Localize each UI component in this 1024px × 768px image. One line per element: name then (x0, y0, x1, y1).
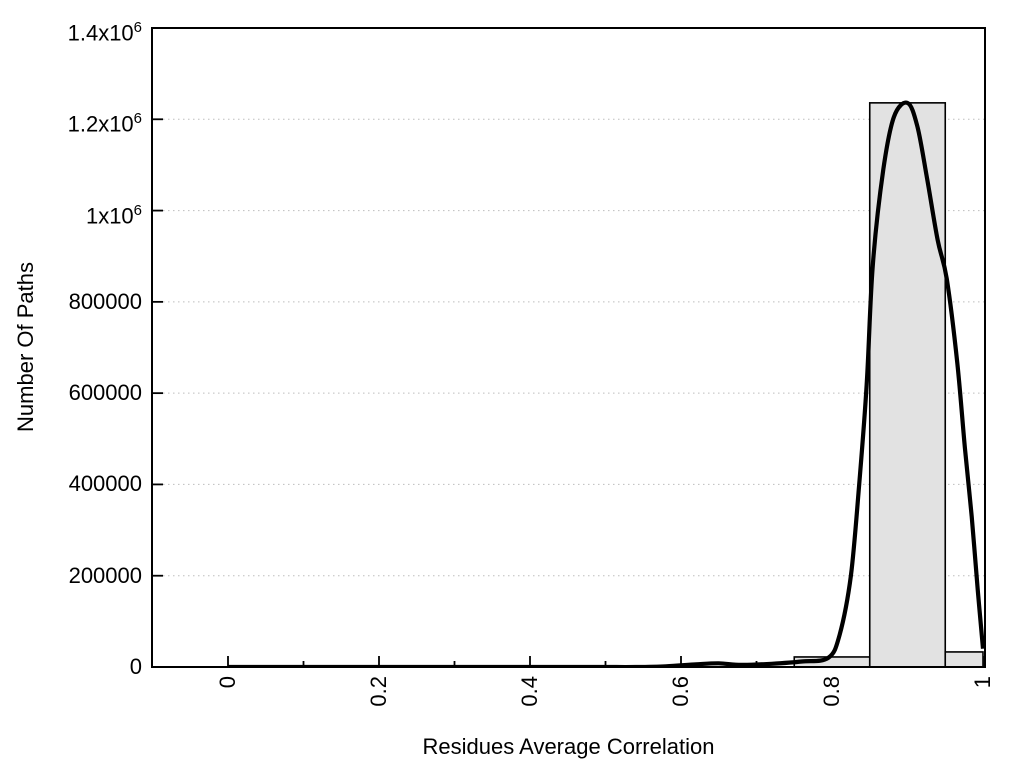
y-tick-label: 800000 (68, 288, 142, 314)
exponent: 6 (133, 201, 142, 219)
x-tick-label: 0.4 (517, 676, 542, 707)
x-axis-title: Residues Average Correlation (422, 734, 715, 759)
histogram-bar (868, 102, 947, 667)
y-tick-label: 200000 (68, 562, 142, 588)
y-tick-label: 0 (129, 654, 142, 679)
exponent: 6 (133, 110, 142, 128)
histogram-bar (944, 651, 984, 667)
y-tick-label: 1.4x106 (67, 19, 142, 46)
x-tick-label: 0.6 (668, 676, 693, 707)
y-tick-label: 400000 (68, 471, 142, 497)
exponent: 6 (133, 19, 142, 36)
x-tick-label: 1 (970, 676, 995, 689)
y-axis-title: Number Of Paths (13, 262, 38, 432)
y-tick-label: 600000 (68, 380, 142, 406)
y-tick-label: 1.2x106 (67, 110, 142, 137)
y-tick-label: 1x106 (85, 201, 142, 228)
x-tick-label: 0.2 (366, 676, 391, 707)
x-tick-label: 0 (215, 676, 240, 689)
plot-border (151, 27, 986, 668)
x-tick-label: 0.8 (819, 676, 844, 707)
